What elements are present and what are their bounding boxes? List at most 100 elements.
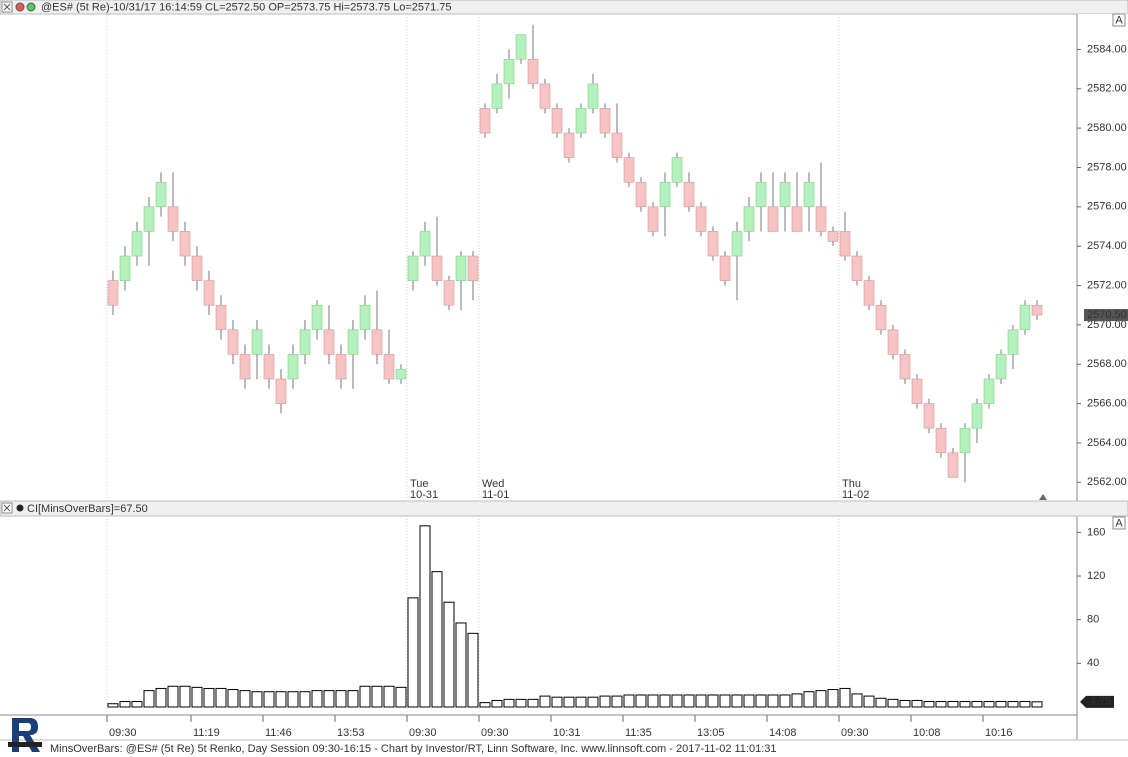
x-tick-label: 11:46 xyxy=(265,727,292,739)
candle-body xyxy=(287,354,299,380)
candle-body xyxy=(167,206,179,232)
candle-body xyxy=(887,329,899,355)
bar xyxy=(347,690,359,708)
bar xyxy=(743,694,755,708)
day-label: Tue xyxy=(410,478,429,490)
x-tick-label: 13:05 xyxy=(697,727,725,739)
bar xyxy=(323,690,335,708)
candle-body xyxy=(839,231,851,257)
candle-body xyxy=(131,231,143,257)
bar xyxy=(719,694,731,708)
candle-body xyxy=(503,58,515,85)
candle-body xyxy=(479,108,491,134)
scroll-marker[interactable] xyxy=(1039,494,1047,500)
candle-body xyxy=(539,83,551,109)
bar xyxy=(299,691,311,708)
candle-body xyxy=(443,280,455,306)
candle-body xyxy=(911,378,923,404)
bar xyxy=(971,701,983,708)
bar xyxy=(611,695,623,708)
bar xyxy=(911,699,923,708)
x-tick-label: 10:31 xyxy=(553,727,581,739)
y-tick-label: 2584.00 xyxy=(1087,43,1127,55)
candle-body xyxy=(1031,304,1043,316)
bar xyxy=(827,689,839,708)
day-label: 10-31 xyxy=(410,489,438,501)
title-bar xyxy=(0,0,1128,15)
bar xyxy=(251,691,263,708)
bar xyxy=(695,694,707,708)
candle-body xyxy=(227,329,239,355)
bar xyxy=(887,698,899,708)
status-icon[interactable] xyxy=(15,2,25,12)
candle-body xyxy=(383,354,395,380)
candle-body xyxy=(1007,329,1019,355)
bar xyxy=(863,695,875,708)
y-tick-label: 120 xyxy=(1087,570,1105,582)
day-label: Wed xyxy=(482,478,504,490)
x-tick-label: 14:08 xyxy=(769,727,797,739)
bar xyxy=(647,694,659,708)
last-price-box xyxy=(1084,309,1128,322)
day-label: 11-02 xyxy=(842,489,869,501)
bar xyxy=(527,698,539,708)
bar xyxy=(491,699,503,708)
bar xyxy=(803,691,815,708)
bar xyxy=(467,632,479,708)
x-tick-label: 09:30 xyxy=(481,727,509,739)
bar xyxy=(503,698,515,708)
bar xyxy=(587,696,599,708)
bar xyxy=(203,687,215,708)
candle-body xyxy=(563,132,575,158)
bar xyxy=(131,701,143,708)
candle-body xyxy=(491,83,503,109)
candle-body xyxy=(263,354,275,380)
status-icon[interactable] xyxy=(26,2,36,12)
candle-body xyxy=(251,329,263,355)
candle-body xyxy=(1019,304,1031,331)
y-tick-label: 40 xyxy=(1087,657,1099,669)
candle-body xyxy=(755,181,767,208)
bar xyxy=(575,696,587,708)
bar xyxy=(275,691,287,708)
bar xyxy=(407,597,419,708)
bar xyxy=(167,685,179,708)
candle-body xyxy=(239,354,251,380)
candle-body xyxy=(323,329,335,355)
candle-body xyxy=(875,304,887,331)
y-tick-label: 2572.00 xyxy=(1087,279,1127,291)
bar xyxy=(839,687,851,708)
x-tick-label: 13:53 xyxy=(337,727,365,739)
candle-body xyxy=(359,304,371,331)
bar xyxy=(155,687,167,708)
candle-body xyxy=(191,255,203,281)
bar xyxy=(179,685,191,708)
scale-button[interactable] xyxy=(1112,516,1126,530)
bar xyxy=(1031,701,1043,708)
candle-body xyxy=(659,181,671,208)
candle-body xyxy=(527,58,539,85)
candle-body xyxy=(959,427,971,454)
logo xyxy=(8,718,42,752)
y-tick-label: 2568.00 xyxy=(1087,358,1127,370)
bar xyxy=(635,694,647,708)
bar xyxy=(563,696,575,708)
y-tick-label: 2564.00 xyxy=(1087,437,1127,449)
candle-body xyxy=(947,452,959,478)
bar xyxy=(623,694,635,708)
bar xyxy=(671,694,683,708)
scale-button[interactable] xyxy=(1112,13,1126,27)
x-tick-label: 11:35 xyxy=(625,727,652,739)
bar xyxy=(371,685,383,708)
candle-body xyxy=(515,34,527,60)
bar xyxy=(947,701,959,708)
candle-body xyxy=(155,181,167,208)
candle-body xyxy=(371,329,383,355)
x-tick-label: 10:08 xyxy=(913,727,941,739)
candle-body xyxy=(791,206,803,232)
bar xyxy=(239,690,251,708)
bar xyxy=(815,690,827,708)
candle-body xyxy=(683,181,695,208)
candle-body xyxy=(215,304,227,331)
